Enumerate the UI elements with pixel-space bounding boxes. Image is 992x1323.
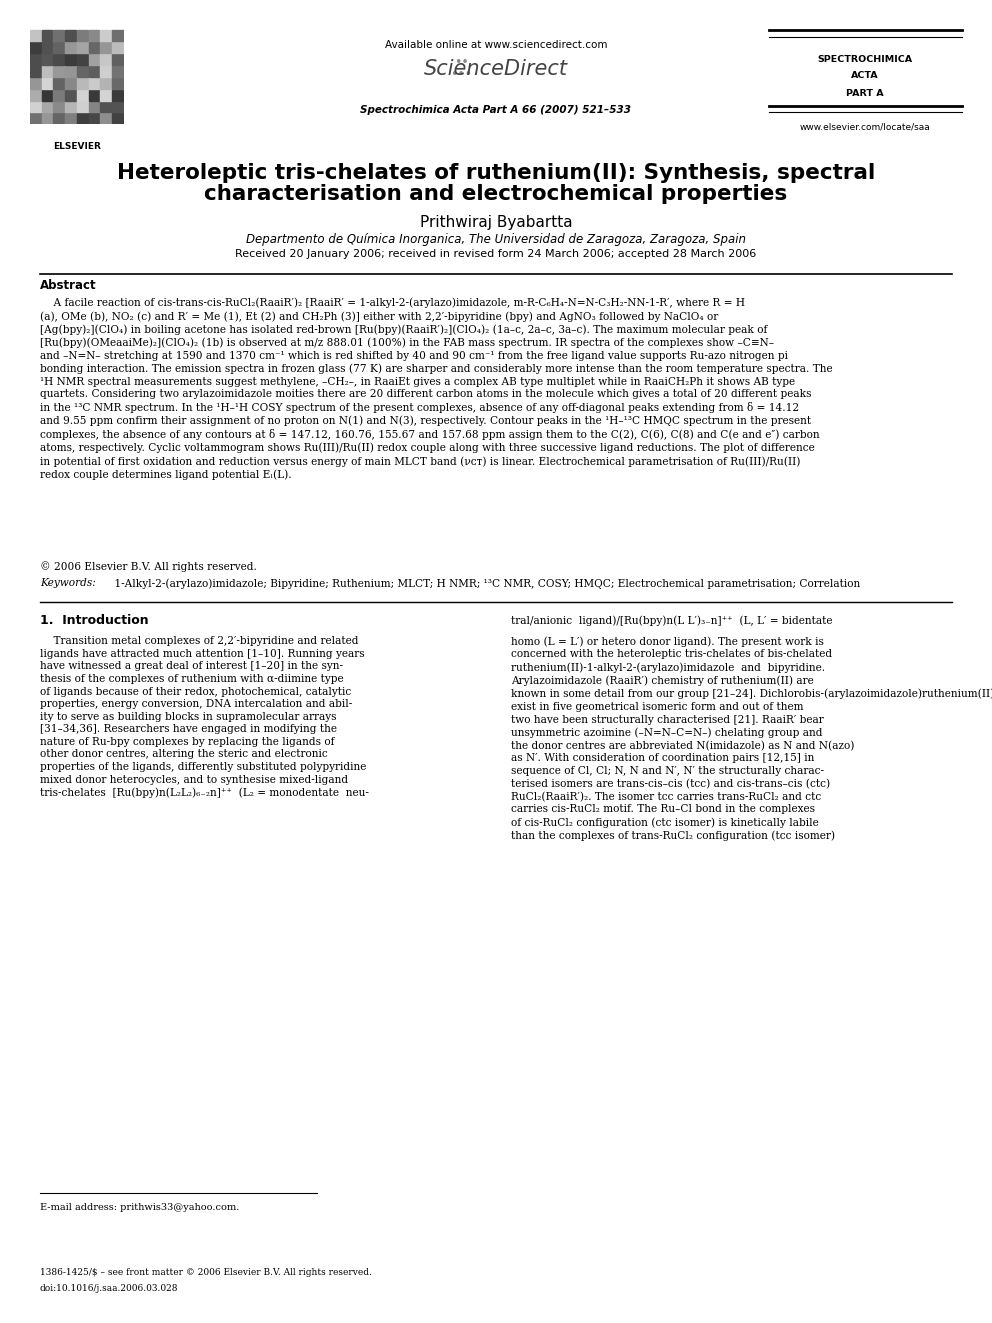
Bar [65,102,76,112]
Bar [100,102,111,112]
Bar [65,66,76,77]
Bar [88,114,99,124]
Bar [77,66,87,77]
Text: ••
•••: •• ••• [450,57,472,81]
Text: Keywords:: Keywords: [40,578,95,589]
Bar [100,78,111,89]
Bar [112,42,123,53]
Bar [112,114,123,124]
Text: tral/anionic  ligand)/[Ru(bpy)n(L L′)₃₋n]⁺⁺  (L, L′ = bidentate: tral/anionic ligand)/[Ru(bpy)n(L L′)₃₋n]… [511,615,832,626]
Text: Departmento de Química Inorganica, The Universidad de Zaragoza, Zaragoza, Spain: Departmento de Química Inorganica, The U… [246,233,746,246]
Bar [54,114,64,124]
Bar [65,114,76,124]
Bar [112,102,123,112]
Text: homo (L = L′) or hetero donor ligand). The present work is
concerned with the he: homo (L = L′) or hetero donor ligand). T… [511,636,992,841]
Text: 1.  Introduction: 1. Introduction [40,614,149,627]
Bar [54,78,64,89]
Bar [77,42,87,53]
Text: A facile reaction of cis-trans-cis-RuCl₂(RaaiR′)₂ [RaaiR′ = 1-alkyl-2-(arylazo)i: A facile reaction of cis-trans-cis-RuCl₂… [40,298,832,480]
Bar [112,54,123,65]
Bar [30,66,41,77]
Bar [65,42,76,53]
Bar [100,90,111,101]
Text: 1-Alkyl-2-(arylazo)imidazole; Bipyridine; Ruthenium; MLCT; H NMR; ¹³C NMR, COSY;: 1-Alkyl-2-(arylazo)imidazole; Bipyridine… [111,578,860,589]
Text: ACTA: ACTA [851,71,879,79]
Bar [54,30,64,41]
Bar [88,30,99,41]
Text: ELSEVIER: ELSEVIER [53,142,101,151]
Bar [77,102,87,112]
Bar [88,42,99,53]
Bar [42,90,53,101]
Bar [65,30,76,41]
Bar [54,42,64,53]
Text: PART A: PART A [846,90,884,98]
Bar [30,78,41,89]
Bar [100,114,111,124]
Text: E-mail address: prithwis33@yahoo.com.: E-mail address: prithwis33@yahoo.com. [40,1203,239,1212]
Bar [30,102,41,112]
Bar [42,30,53,41]
Text: Spectrochimica Acta Part A 66 (2007) 521–533: Spectrochimica Acta Part A 66 (2007) 521… [360,105,632,115]
Bar [42,78,53,89]
Bar [100,42,111,53]
Bar [88,78,99,89]
Bar [42,102,53,112]
Bar [100,30,111,41]
Bar [88,90,99,101]
Text: Available online at www.sciencedirect.com: Available online at www.sciencedirect.co… [385,40,607,50]
Bar [30,90,41,101]
Text: doi:10.1016/j.saa.2006.03.028: doi:10.1016/j.saa.2006.03.028 [40,1285,179,1293]
Bar [54,90,64,101]
Bar [54,66,64,77]
Text: SPECTROCHIMICA: SPECTROCHIMICA [817,56,913,64]
Bar [88,54,99,65]
Bar [88,102,99,112]
Bar [65,90,76,101]
Bar [100,66,111,77]
Text: 1386-1425/$ – see front matter © 2006 Elsevier B.V. All rights reserved.: 1386-1425/$ – see front matter © 2006 El… [40,1269,372,1277]
Bar [77,78,87,89]
Bar [30,54,41,65]
Bar [100,54,111,65]
Text: Transition metal complexes of 2,2′-bipyridine and related
ligands have attracted: Transition metal complexes of 2,2′-bipyr… [40,636,369,798]
Text: Abstract: Abstract [40,279,96,292]
Bar [77,114,87,124]
Text: Heteroleptic tris-chelates of ruthenium(II): Synthesis, spectral: Heteroleptic tris-chelates of ruthenium(… [117,163,875,184]
Bar [42,114,53,124]
Bar [54,102,64,112]
Text: www.elsevier.com/locate/saa: www.elsevier.com/locate/saa [800,123,930,131]
Text: © 2006 Elsevier B.V. All rights reserved.: © 2006 Elsevier B.V. All rights reserved… [40,561,257,572]
Bar [30,30,41,41]
Bar [77,30,87,41]
Bar [65,78,76,89]
Text: Prithwiraj Byabartta: Prithwiraj Byabartta [420,214,572,230]
Bar [77,90,87,101]
Text: Received 20 January 2006; received in revised form 24 March 2006; accepted 28 Ma: Received 20 January 2006; received in re… [235,249,757,259]
Bar [30,42,41,53]
Bar [112,90,123,101]
Bar [42,42,53,53]
Text: characterisation and electrochemical properties: characterisation and electrochemical pro… [204,184,788,205]
Bar [42,66,53,77]
Bar [112,30,123,41]
Bar [65,54,76,65]
Bar [42,54,53,65]
Bar [112,78,123,89]
Bar [30,114,41,124]
Text: ScienceDirect: ScienceDirect [424,58,568,79]
Bar [112,66,123,77]
Bar [88,66,99,77]
Bar [77,54,87,65]
Bar [54,54,64,65]
